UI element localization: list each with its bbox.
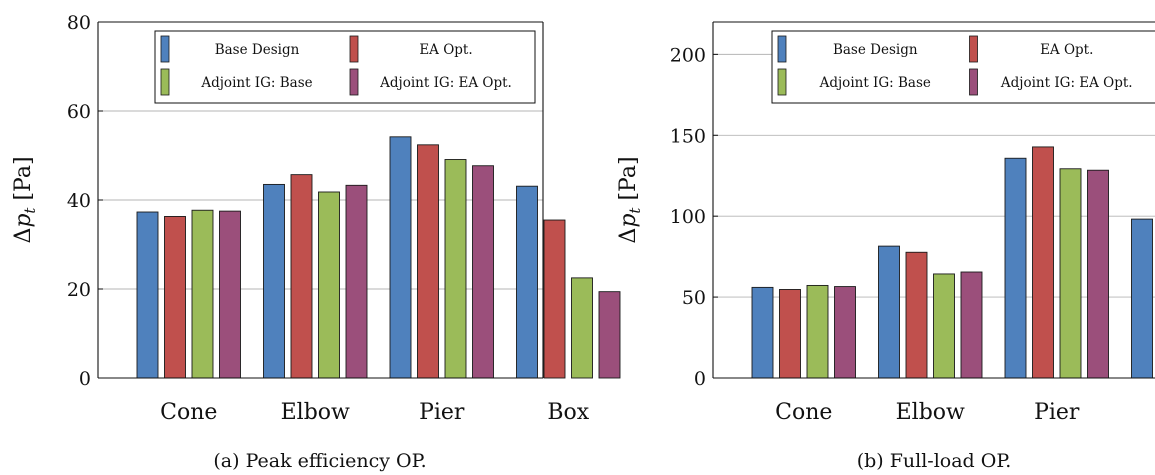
bar-cone-1: [136, 211, 159, 379]
legend: Base Design EA Opt. Adjoint IG: Base Adjoin…: [154, 30, 536, 104]
category-label-cone: Cone: [160, 400, 217, 425]
chart-panel-a: Cone Elbow Pier Box 0 20 40 60 80 Δpt [Pa] Base De…: [11, 12, 621, 472]
bar-cone-3: [806, 284, 829, 379]
category-label-elbow: Elbow: [896, 400, 965, 425]
bar-elbow-4: [345, 184, 368, 379]
legend-box: [771, 30, 1155, 104]
category-label-pier: Pier: [1034, 400, 1080, 425]
y-tick-label: 100: [670, 206, 706, 228]
legend: Base Design EA Opt. Adjoint IG: Base Adjoin…: [771, 30, 1155, 104]
legend-swatch-1: [777, 35, 787, 63]
bar-cone-4: [834, 286, 856, 379]
legend-label-4: Adjoint IG: EA Opt.: [379, 75, 512, 91]
y-tick-label: 0: [694, 368, 706, 390]
bar-pier-3: [444, 159, 467, 379]
bar-pier-1: [389, 136, 412, 379]
legend-box: [154, 30, 536, 104]
bar-pier-3: [1059, 168, 1082, 379]
legend-label-2: EA Opt.: [419, 42, 472, 58]
y-tick-label: 150: [670, 125, 706, 147]
bar-cone-1: [751, 286, 774, 379]
y-tick-label: 60: [67, 101, 91, 123]
bars-group: [136, 136, 621, 379]
legend-label-3: Adjoint IG: Base: [200, 75, 312, 91]
legend-label-1: Base Design: [215, 42, 300, 58]
bar-box-1: [516, 185, 538, 379]
category-label-cone: Cone: [775, 400, 832, 425]
category-label-box: Box: [547, 400, 589, 425]
y-tick-label: 50: [682, 287, 706, 309]
bars-group: [751, 146, 1153, 379]
bar-pier-4: [1087, 169, 1109, 379]
legend-swatch-1: [160, 35, 170, 63]
y-tick-label: 80: [67, 12, 91, 34]
legend-swatch-4: [969, 68, 978, 96]
chart-caption: (b) Full-load OP.: [857, 450, 1012, 472]
y-tick-label: 20: [67, 279, 91, 301]
bar-cone-2: [164, 216, 186, 379]
legend-label-4: Adjoint IG: EA Opt.: [1000, 75, 1133, 91]
y-tick-label: 200: [670, 44, 706, 66]
bar-elbow-3: [933, 273, 955, 379]
bar-elbow-3: [318, 191, 340, 379]
y-tick-label: 0: [79, 368, 91, 390]
y-axis-label: Δpt [Pa]: [11, 156, 39, 243]
bar-box-4: [598, 291, 621, 379]
chart-panel-b: ConeElbowPierBox050100150200Δpt [Pa]Base…: [616, 21, 1155, 472]
bar-cone-3: [191, 209, 214, 379]
bar-cone-4: [219, 210, 241, 379]
legend-swatch-3: [777, 68, 787, 96]
legend-label-3: Adjoint IG: Base: [819, 75, 931, 91]
bar-elbow-4: [960, 271, 983, 379]
bar-box-2: [543, 219, 566, 379]
y-tick-label: 40: [67, 190, 91, 212]
legend-label-2: EA Opt.: [1040, 42, 1093, 58]
bar-elbow-2: [905, 251, 928, 379]
bar-box-1: [1131, 218, 1153, 379]
bar-elbow-2: [290, 174, 313, 379]
legend-label-1: Base Design: [833, 42, 918, 58]
bar-pier-2: [417, 144, 439, 379]
bar-elbow-1: [878, 245, 900, 379]
bar-elbow-1: [263, 183, 285, 379]
chart-caption: (a) Peak efficiency OP.: [213, 450, 426, 472]
bar-pier-4: [472, 165, 494, 379]
legend-swatch-4: [349, 68, 359, 96]
category-label-pier: Pier: [419, 400, 465, 425]
bar-pier-2: [1032, 146, 1054, 379]
bar-pier-1: [1004, 157, 1027, 379]
legend-swatch-2: [349, 35, 359, 63]
y-axis-label: Δpt [Pa]: [616, 156, 644, 243]
legend-swatch-3: [160, 68, 170, 96]
bar-box-3: [571, 277, 593, 379]
legend-swatch-2: [969, 35, 978, 63]
category-label-elbow: Elbow: [281, 400, 350, 425]
bar-cone-2: [779, 289, 801, 379]
